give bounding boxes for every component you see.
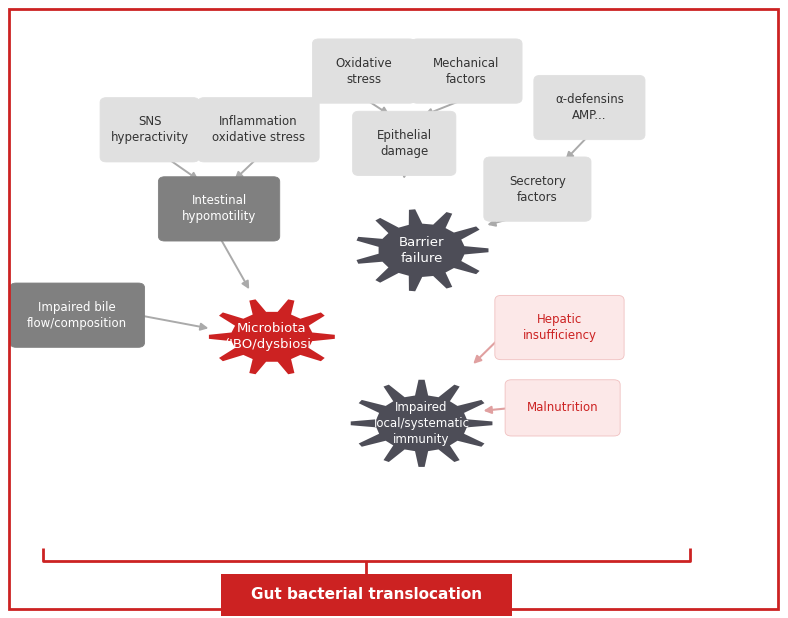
FancyBboxPatch shape — [411, 39, 522, 103]
FancyBboxPatch shape — [198, 98, 319, 162]
Text: Epithelial
damage: Epithelial damage — [377, 129, 432, 158]
FancyBboxPatch shape — [221, 574, 512, 616]
Text: Inflammation
oxidative stress: Inflammation oxidative stress — [212, 116, 305, 144]
Text: Microbiota
(IBO/dysbiosis: Microbiota (IBO/dysbiosis — [225, 323, 319, 351]
Text: Intestinal
hypomotility: Intestinal hypomotility — [182, 195, 256, 223]
FancyBboxPatch shape — [505, 379, 620, 436]
Polygon shape — [209, 299, 335, 375]
FancyBboxPatch shape — [10, 283, 144, 347]
FancyBboxPatch shape — [352, 111, 455, 176]
Text: SNS
hyperactivity: SNS hyperactivity — [110, 116, 189, 144]
Text: Secretory
factors: Secretory factors — [509, 175, 566, 203]
FancyBboxPatch shape — [100, 98, 199, 162]
FancyBboxPatch shape — [534, 75, 645, 140]
FancyBboxPatch shape — [158, 177, 280, 241]
Text: Gut bacterial translocation: Gut bacterial translocation — [251, 587, 482, 602]
Text: α-defensins
AMP...: α-defensins AMP... — [555, 93, 624, 122]
Polygon shape — [351, 379, 492, 467]
Text: Barrier
failure: Barrier failure — [399, 236, 444, 265]
FancyBboxPatch shape — [312, 39, 416, 103]
Text: Impaired
local/systematic
immunity: Impaired local/systematic immunity — [374, 401, 470, 446]
Text: Oxidative
stress: Oxidative stress — [336, 57, 392, 85]
Text: Malnutrition: Malnutrition — [527, 401, 598, 415]
Polygon shape — [356, 210, 489, 291]
Text: Mechanical
factors: Mechanical factors — [433, 57, 500, 85]
FancyBboxPatch shape — [484, 157, 591, 221]
Text: Hepatic
insufficiency: Hepatic insufficiency — [522, 313, 597, 342]
Text: Impaired bile
flow/composition: Impaired bile flow/composition — [27, 301, 128, 329]
FancyBboxPatch shape — [495, 295, 624, 360]
